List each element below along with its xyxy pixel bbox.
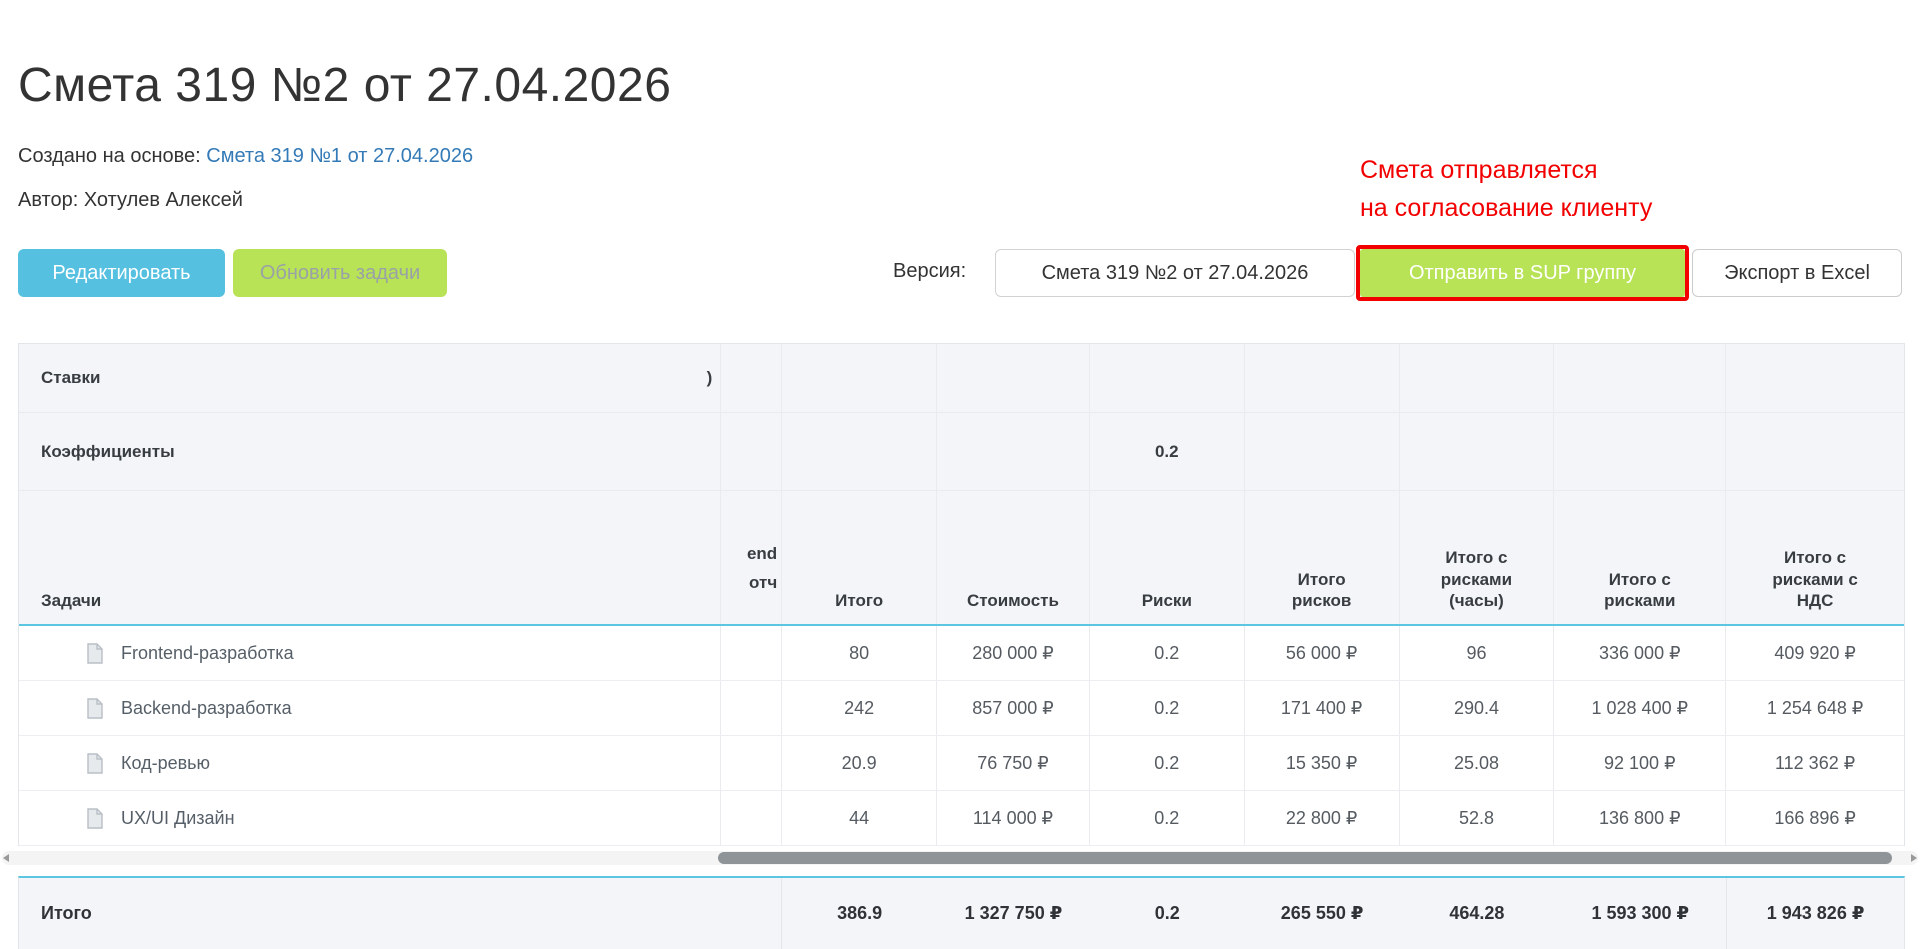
total-itogo-s-riskami: 1 593 300 ₽: [1591, 903, 1690, 923]
cell-riski: 0.2: [1090, 681, 1245, 735]
total-riski: 0.2: [1154, 903, 1180, 923]
document-icon: [87, 752, 103, 774]
export-excel-button[interactable]: Экспорт в Excel: [1692, 249, 1902, 297]
task-label: UX/UI Дизайн: [121, 807, 235, 828]
column-header-row: Задачи end отч Итого Стоимость Риски Ито…: [19, 491, 1904, 626]
cell-riski: 0.2: [1090, 791, 1245, 845]
update-tasks-button[interactable]: Обновить задачи: [233, 249, 447, 297]
toolbar: Редактировать Обновить задачи Версия: См…: [0, 245, 1920, 301]
annotation-highlight-box: Отправить в SUP группу: [1356, 245, 1689, 301]
cell-itogo-s-riskami: 336 000 ₽: [1554, 626, 1727, 680]
coefficients-row: Коэффициенты 0.2: [19, 413, 1904, 491]
edit-button[interactable]: Редактировать: [18, 249, 225, 297]
scrollbar-thumb[interactable]: [718, 852, 1892, 864]
cell-itogo-s-riskami-chasy: 52.8: [1400, 791, 1555, 845]
table-row[interactable]: Frontend-разработка 80 280 000 ₽ 0.2 56 …: [19, 626, 1904, 681]
task-label: Frontend-разработка: [121, 642, 294, 663]
table-row[interactable]: UX/UI Дизайн 44 114 000 ₽ 0.2 22 800 ₽ 5…: [19, 791, 1904, 846]
table-row[interactable]: Код-ревью 20.9 76 750 ₽ 0.2 15 350 ₽ 25.…: [19, 736, 1904, 791]
cell-itogo-s-riskami: 136 800 ₽: [1554, 791, 1727, 845]
cell-itogo-riskov: 171 400 ₽: [1245, 681, 1400, 735]
cell-itogo: 242: [782, 681, 938, 735]
cell-itogo-s-riskami-chasy: 25.08: [1400, 736, 1555, 790]
col-header-itogo-s-riskami: Итого с рисками: [1604, 569, 1676, 610]
col-header-itogo: Итого: [835, 590, 884, 610]
cell-itogo: 80: [782, 626, 938, 680]
scroll-right-icon[interactable]: [1911, 854, 1917, 862]
cell-riski: 0.2: [1090, 736, 1245, 790]
cell-itogo-s-riskami-chasy: 290.4: [1400, 681, 1555, 735]
col-header-itogo-riskov: Итого рисков: [1291, 569, 1352, 610]
cell-stoimost: 280 000 ₽: [937, 626, 1090, 680]
rates-row: Ставки ): [19, 344, 1904, 413]
based-on-label: Создано на основе:: [18, 145, 201, 167]
truncated-column-header: end отч: [721, 491, 783, 624]
cell-itogo-s-riskami: 92 100 ₽: [1554, 736, 1727, 790]
cell-itogo-s-riskami-chasy: 96: [1400, 626, 1555, 680]
cell-itogo-riskov: 15 350 ₽: [1245, 736, 1400, 790]
author-line: Автор: Хотулев Алексей: [18, 189, 243, 211]
totals-label: Итого: [19, 878, 783, 949]
version-label: Версия:: [893, 260, 967, 282]
total-itogo-s-riskami-nds: 1 943 826 ₽: [1726, 878, 1904, 949]
cell-itogo-s-riskami-nds: 409 920 ₽: [1774, 642, 1856, 663]
total-itogo-s-riskami-chasy: 464.28: [1449, 903, 1505, 923]
rates-truncated-text: ): [706, 368, 713, 387]
cell-itogo: 20.9: [782, 736, 938, 790]
col-header-stoimost: Стоимость: [966, 590, 1059, 610]
annotation-note: Смета отправляется на согласование клиен…: [1360, 156, 1653, 222]
cell-itogo-s-riskami-nds: 1 254 648 ₽: [1766, 697, 1864, 718]
cell-stoimost: 857 000 ₽: [937, 681, 1090, 735]
document-icon: [87, 642, 103, 664]
cell-itogo: 44: [782, 791, 938, 845]
cell-itogo-s-riskami-nds: 112 362 ₽: [1774, 752, 1856, 773]
total-itogo: 386.9: [837, 903, 883, 923]
task-label: Код-ревью: [121, 752, 211, 773]
horizontal-scrollbar[interactable]: [2, 851, 1918, 865]
risk-coefficient-value: 0.2: [1090, 413, 1245, 490]
cell-itogo-riskov: 56 000 ₽: [1245, 626, 1400, 680]
cell-riski: 0.2: [1090, 626, 1245, 680]
estimate-table: Ставки ) Коэффициенты 0.2 Задачи end отч…: [18, 343, 1905, 846]
total-stoimost: 1 327 750 ₽: [964, 903, 1063, 923]
document-icon: [87, 697, 103, 719]
rates-label: Ставки: [41, 368, 101, 387]
version-select[interactable]: Смета 319 №2 от 27.04.2026: [995, 249, 1355, 297]
page-title: Смета 319 №2 от 27.04.2026: [18, 59, 672, 112]
tasks-header-label: Задачи: [41, 591, 102, 610]
col-header-itogo-s-riskami-nds: Итого с рисками с НДС: [1772, 548, 1858, 610]
send-to-sup-button[interactable]: Отправить в SUP группу: [1360, 249, 1685, 297]
based-on-line: Создано на основе: Смета 319 №1 от 27.04…: [18, 145, 473, 168]
cell-itogo-s-riskami: 1 028 400 ₽: [1554, 681, 1727, 735]
col-header-itogo-s-riskami-chasy: Итого с рисками (часы): [1440, 548, 1513, 610]
col-header-riski: Риски: [1141, 590, 1192, 610]
scroll-left-icon[interactable]: [3, 854, 9, 862]
cell-itogo-riskov: 22 800 ₽: [1245, 791, 1400, 845]
coefficients-label: Коэффициенты: [41, 441, 175, 461]
document-icon: [87, 807, 103, 829]
task-label: Backend-разработка: [121, 697, 292, 718]
total-itogo-riskov: 265 550 ₽: [1280, 903, 1364, 923]
based-on-link[interactable]: Смета 319 №1 от 27.04.2026: [206, 145, 474, 167]
cell-itogo-s-riskami-nds: 166 896 ₽: [1774, 807, 1856, 828]
cell-stoimost: 114 000 ₽: [937, 791, 1090, 845]
totals-row: Итого 386.9 1 327 750 ₽ 0.2 265 550 ₽ 46…: [18, 876, 1905, 949]
table-row[interactable]: Backend-разработка 242 857 000 ₽ 0.2 171…: [19, 681, 1904, 736]
cell-stoimost: 76 750 ₽: [937, 736, 1090, 790]
